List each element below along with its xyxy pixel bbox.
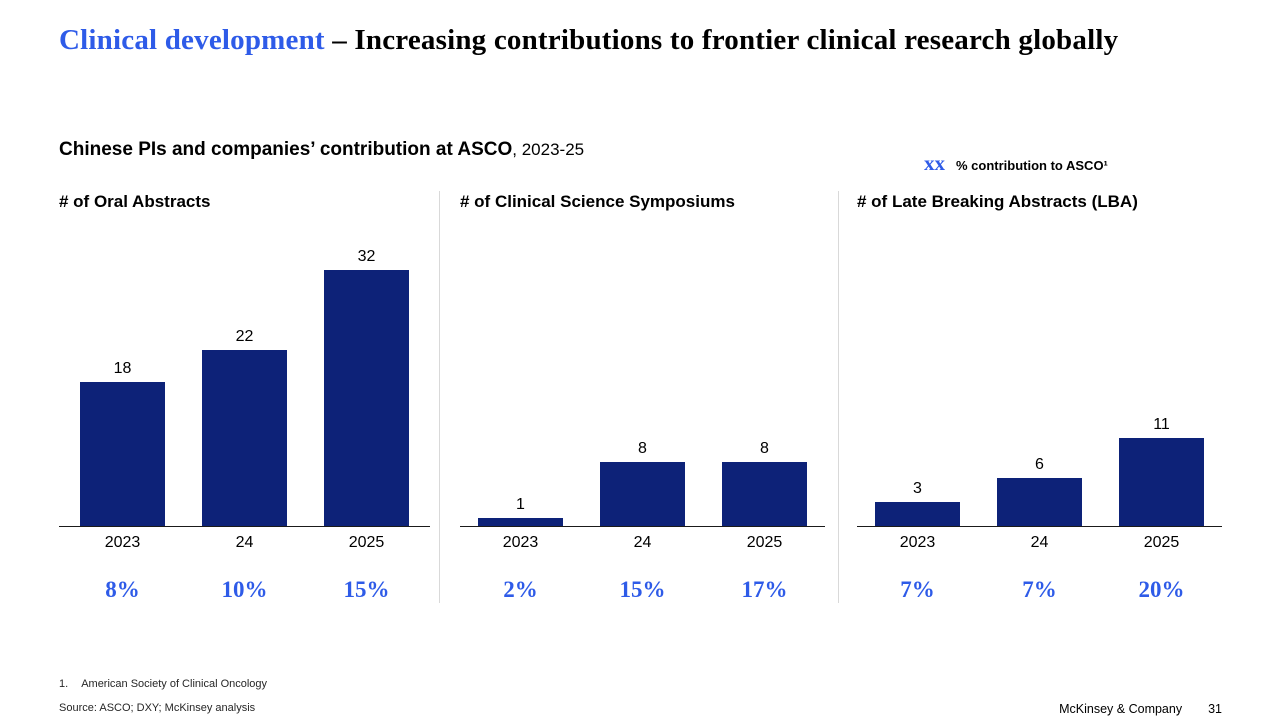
legend-label: % contribution to ASCO¹ <box>956 158 1108 173</box>
footnote: 1. American Society of Clinical Oncology <box>59 678 267 690</box>
x-tick-label: 2025 <box>348 534 385 551</box>
source-line: Source: ASCO; DXY; McKinsey analysis <box>59 702 256 714</box>
charts-row: # of Oral Abstracts 18 22 32 2023 24 2025 8%… <box>59 191 1222 603</box>
bar <box>875 502 960 526</box>
bar-group: 18 <box>80 360 165 526</box>
x-tick-label: 2025 <box>746 534 783 551</box>
bar-group: 32 <box>324 248 409 526</box>
chart-x-axis <box>59 526 430 527</box>
bar <box>202 350 287 526</box>
percent-label: 8% <box>105 577 140 602</box>
x-tick-label: 2023 <box>899 534 936 551</box>
chart-panel-oral-abstracts: # of Oral Abstracts 18 22 32 2023 24 2025 8%… <box>59 191 439 603</box>
bar <box>478 518 563 526</box>
footer-brand: McKinsey & Company <box>1059 702 1183 716</box>
percent-label: 17% <box>741 577 788 602</box>
bar-value-label: 1 <box>516 496 525 513</box>
chart-group-subtitle: Chinese PIs and companies’ contribution … <box>59 139 1221 161</box>
bar-value-label: 32 <box>357 248 376 265</box>
chart-percent-labels: 2% 15% 17% <box>460 577 825 603</box>
chart-x-labels: 2023 24 2025 <box>59 527 430 552</box>
chart-x-axis <box>857 526 1222 527</box>
bar-group: 22 <box>202 328 287 526</box>
chart-percent-labels: 7% 7% 20% <box>857 577 1222 603</box>
bar <box>997 478 1082 526</box>
bar-value-label: 22 <box>235 328 254 345</box>
chart-x-labels: 2023 24 2025 <box>460 527 825 552</box>
bar-group: 3 <box>875 480 960 526</box>
bar-value-label: 8 <box>638 440 647 457</box>
percent-label: 10% <box>221 577 268 602</box>
x-tick-label: 2023 <box>502 534 539 551</box>
bar-group: 8 <box>722 440 807 526</box>
bar <box>600 462 685 526</box>
x-tick-label: 24 <box>1030 534 1049 551</box>
footnote-text: American Society of Clinical Oncology <box>81 678 268 690</box>
chart-plot-area: 3 6 11 <box>857 213 1222 526</box>
chart-panel-late-breaking-abstracts: # of Late Breaking Abstracts (LBA) 3 6 11 … <box>838 191 1222 603</box>
subtitle-period: , 2023-25 <box>512 140 585 159</box>
chart-title: # of Oral Abstracts <box>59 192 211 211</box>
bar-value-label: 3 <box>913 480 922 497</box>
x-tick-label: 24 <box>633 534 652 551</box>
x-tick-label: 2023 <box>104 534 141 551</box>
percent-label: 15% <box>619 577 666 602</box>
bar-value-label: 18 <box>113 360 132 377</box>
percent-label: 15% <box>343 577 390 602</box>
chart-plot-area: 18 22 32 <box>59 213 430 526</box>
chart-panel-clinical-science-symposiums: # of Clinical Science Symposiums 1 8 8 202… <box>439 191 838 603</box>
bar-value-label: 6 <box>1035 456 1044 473</box>
subtitle-bold: Chinese PIs and companies’ contribution … <box>59 139 513 160</box>
bar <box>324 270 409 526</box>
percent-label: 2% <box>503 577 538 602</box>
slide-title-rest: – Increasing contributions to frontier c… <box>332 24 1119 56</box>
percent-label: 7% <box>1022 577 1057 602</box>
legend: xx % contribution to ASCO¹ <box>924 151 1108 176</box>
bar-group: 1 <box>478 496 563 526</box>
legend-marker: xx <box>924 151 945 175</box>
footer-page-number: 31 <box>1208 702 1222 716</box>
x-tick-label: 2025 <box>1143 534 1180 551</box>
chart-x-labels: 2023 24 2025 <box>857 527 1222 552</box>
percent-label: 7% <box>900 577 935 602</box>
chart-x-axis <box>460 526 825 527</box>
bar <box>1119 438 1204 526</box>
bar-value-label: 8 <box>760 440 769 457</box>
footnote-number: 1. <box>59 678 69 690</box>
percent-label: 20% <box>1138 577 1185 602</box>
bar-group: 6 <box>997 456 1082 526</box>
chart-percent-labels: 8% 10% 15% <box>59 577 430 603</box>
bar <box>722 462 807 526</box>
chart-title: # of Late Breaking Abstracts (LBA) <box>857 192 1138 211</box>
slide-title-accent: Clinical development <box>59 24 325 56</box>
bar <box>80 382 165 526</box>
bar-group: 11 <box>1119 416 1204 526</box>
slide-footer: McKinsey & Company 31 <box>1059 702 1222 716</box>
chart-title: # of Clinical Science Symposiums <box>460 192 735 211</box>
chart-plot-area: 1 8 8 <box>460 213 825 526</box>
bar-value-label: 11 <box>1153 416 1170 433</box>
x-tick-label: 24 <box>235 534 254 551</box>
bar-group: 8 <box>600 440 685 526</box>
slide-title: Clinical development – Increasing contri… <box>59 22 1221 59</box>
